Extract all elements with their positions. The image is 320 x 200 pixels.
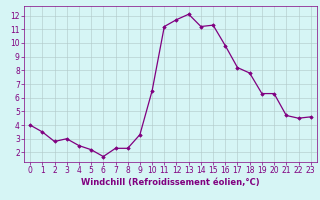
X-axis label: Windchill (Refroidissement éolien,°C): Windchill (Refroidissement éolien,°C): [81, 178, 260, 187]
